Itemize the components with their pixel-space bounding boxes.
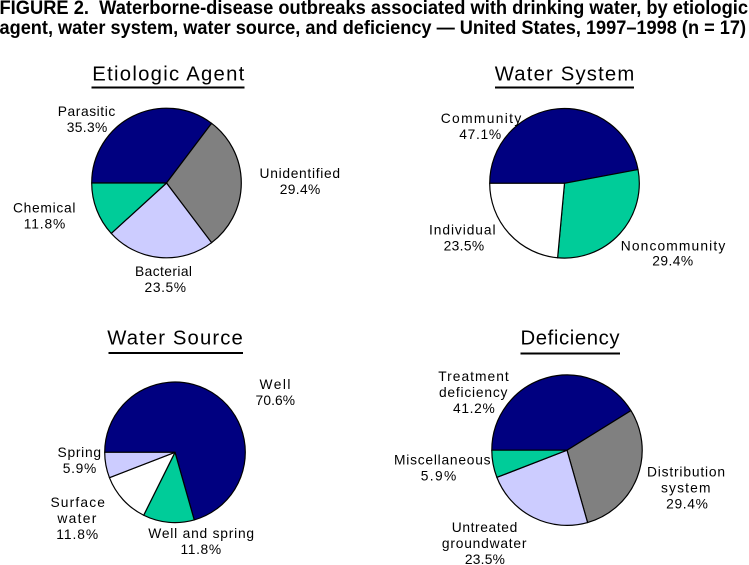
svg-text:groundwater: groundwater [442, 536, 527, 551]
svg-text:11.8%: 11.8% [24, 217, 66, 232]
svg-text:Distribution: Distribution [647, 465, 725, 480]
svg-text:Community: Community [441, 111, 522, 126]
svg-text:29.4%: 29.4% [652, 253, 693, 268]
svg-text:Etiologic Agent: Etiologic Agent [92, 64, 244, 86]
svg-text:11.8%: 11.8% [56, 527, 98, 542]
svg-text:Deficiency: Deficiency [521, 328, 621, 350]
svg-text:Surface: Surface [50, 495, 105, 510]
svg-text:Treatment: Treatment [438, 369, 509, 384]
svg-text:Spring: Spring [58, 445, 102, 460]
svg-text:Water System: Water System [495, 64, 635, 86]
svg-text:41.2%: 41.2% [453, 401, 495, 416]
svg-text:23.5%: 23.5% [465, 552, 505, 565]
svg-text:Well: Well [260, 377, 291, 392]
svg-text:23.5%: 23.5% [145, 280, 187, 295]
svg-text:Untreated: Untreated [452, 520, 518, 535]
svg-text:Unidentified: Unidentified [260, 166, 341, 181]
svg-text:70.6%: 70.6% [256, 393, 296, 408]
svg-text:Parasitic: Parasitic [58, 104, 116, 119]
svg-text:11.8%: 11.8% [180, 542, 221, 557]
svg-text:system: system [661, 481, 711, 496]
svg-text:23.5%: 23.5% [444, 239, 485, 254]
svg-text:agent, water system, water sou: agent, water system, water source, and d… [0, 18, 746, 39]
svg-text:Individual: Individual [429, 223, 496, 238]
svg-text:Well and spring: Well and spring [148, 526, 254, 541]
svg-text:29.4%: 29.4% [666, 497, 708, 512]
svg-text:Water Source: Water Source [107, 328, 243, 350]
svg-text:Miscellaneous: Miscellaneous [394, 453, 491, 468]
svg-text:47.1%: 47.1% [459, 127, 501, 142]
svg-text:5.9%: 5.9% [63, 461, 97, 476]
svg-text:deficiency: deficiency [439, 385, 508, 400]
svg-text:FIGURE 2. Waterborne-disease: FIGURE 2. Waterborne-disease outbreaks a… [0, 0, 748, 19]
svg-text:Noncommunity: Noncommunity [621, 238, 726, 253]
svg-text:Bacterial: Bacterial [135, 264, 192, 279]
svg-text:29.4%: 29.4% [280, 182, 321, 197]
svg-text:5.9%: 5.9% [421, 469, 457, 484]
svg-text:35.3%: 35.3% [67, 120, 108, 135]
svg-text:Chemical: Chemical [13, 201, 75, 216]
